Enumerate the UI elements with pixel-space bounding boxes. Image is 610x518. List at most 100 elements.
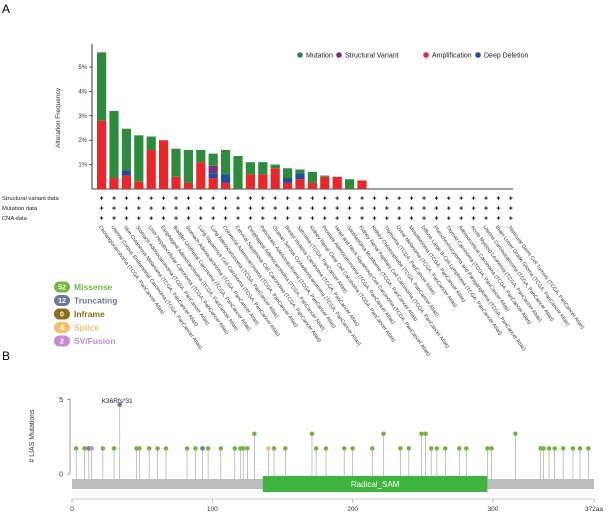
lollipop-head-truncating[interactable] [200,446,205,451]
lollipop-head-missense[interactable] [423,431,428,437]
lollipop-head-missense[interactable] [137,446,142,451]
legend-dot-structural [336,52,342,58]
bar-amplification [357,180,367,189]
lollipop-head-missense[interactable] [155,446,160,451]
lollipop-head-missense[interactable] [398,446,403,451]
profiled-marker: + [248,196,252,203]
lollipop-head-missense[interactable] [82,446,87,451]
lollipop-head-missense[interactable] [419,431,424,437]
lollipop-head-missense[interactable] [560,446,566,451]
lollipop-head-missense[interactable] [323,446,329,451]
lollipop-head-missense[interactable] [193,446,198,451]
bar-amplification [221,182,231,189]
lollipop-head-missense[interactable] [245,446,250,451]
profiled-marker: + [174,216,178,223]
profiled-marker: + [286,196,290,203]
profiled-marker: + [484,216,488,223]
lollipop-head-svfusion[interactable] [89,446,94,451]
lollipop-head-missense[interactable] [381,431,386,437]
profiled-marker: + [372,206,376,213]
profiled-marker: + [261,206,265,213]
lollipop-head-missense[interactable] [163,446,169,451]
profiled-marker: + [410,196,414,203]
profiled-marker: + [236,196,240,203]
lollipop-head-missense[interactable] [442,446,448,451]
lollipop-head-missense[interactable] [73,446,79,451]
lollipop-head-missense[interactable] [577,446,583,451]
lollipop-head-missense[interactable] [100,446,106,451]
profiled-marker: + [422,206,426,213]
lollipop-head-missense[interactable] [406,446,412,451]
bar-amplification [320,176,330,189]
lollipop-head-missense[interactable] [309,431,315,437]
legend-label-inframe: Inframe [74,309,105,319]
legend-label-deep_deletion: Deep Deletion [484,53,528,60]
lollipop-head-missense[interactable] [485,446,490,451]
legend-label-structural: Structural Variant [345,53,399,60]
bar-mutation [196,149,206,163]
lollipop-head-missense[interactable] [350,446,355,451]
bar-mutation [171,148,181,177]
profiled-marker: + [162,216,166,223]
lollipop-head-missense[interactable] [252,431,257,437]
radical-sam-domain[interactable] [262,476,488,492]
lollipop-head-splice[interactable] [266,446,271,451]
lollipop-head-missense[interactable] [586,446,591,451]
lollipop-head-missense[interactable] [570,446,576,451]
lollipop-head-missense[interactable] [456,446,462,451]
lollipop-head-missense[interactable] [111,446,117,451]
bar-amplification [134,181,144,189]
x-tick-label: 200 [347,506,358,513]
bar-structural [208,165,218,174]
profiled-marker: + [224,216,228,223]
profiled-marker: + [211,206,215,213]
profiled-marker: + [149,196,153,203]
lollipop-head-missense[interactable] [240,446,246,451]
lollipop-head-missense[interactable] [541,446,546,451]
bar-mutation [270,164,280,169]
lollipop-head-missense[interactable] [434,446,440,451]
profiled-marker: + [100,196,104,203]
profiled-marker: + [124,216,128,223]
lollipop-head-missense[interactable] [184,446,190,451]
lollipop-head-missense[interactable] [205,446,211,451]
lollipop-head-missense[interactable] [369,446,375,451]
profiled-marker: + [248,206,252,213]
profiled-marker: + [273,196,277,203]
lollipop-head-missense[interactable] [341,446,347,451]
profiled-marker: + [298,216,302,223]
lollipop-head-missense[interactable] [313,446,319,451]
bar-mutation [345,179,355,189]
profiled-marker: + [509,216,513,223]
profiled-marker: + [100,216,104,223]
lollipop-head-missense[interactable] [232,446,238,451]
profiled-marker: + [472,216,476,223]
profiled-marker: + [100,206,104,213]
profiled-marker: + [124,206,128,213]
profiled-marker: + [310,206,314,213]
profiled-marker: + [137,216,141,223]
profiled-marker: + [174,196,178,203]
bar-mutation [320,175,330,177]
bar-mutation [221,149,231,175]
profiled-marker: + [422,196,426,203]
bar-mutation [208,153,218,166]
profiled-marker: + [360,206,364,213]
y-tick-label: 0 [59,472,63,479]
legend-dot-mutation [297,52,303,58]
lollipop-head-missense[interactable] [489,446,494,451]
lollipop-head-missense[interactable] [513,431,518,437]
lollipop-head-missense[interactable] [464,446,469,451]
lollipop-head-missense[interactable] [146,446,152,451]
legend-count: 12 [58,298,66,305]
profiled-marker: + [335,206,339,213]
lollipop-head-missense[interactable] [428,446,434,451]
lollipop-head-missense[interactable] [271,446,277,451]
lollipop-head-truncating[interactable] [117,402,123,407]
lollipop-head-missense[interactable] [218,446,224,451]
lollipop-head-missense[interactable] [282,446,288,451]
lollipop-head-missense[interactable] [552,446,558,451]
lollipop-head-missense[interactable] [546,446,552,451]
legend-count: 2 [60,339,64,346]
y-tick-label: 1% [78,163,87,169]
